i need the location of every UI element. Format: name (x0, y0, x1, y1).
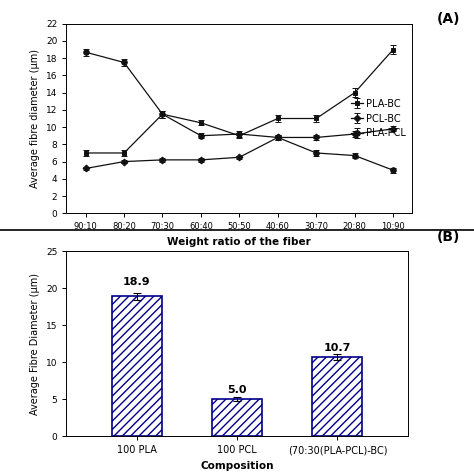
Bar (212, 399, 262, 436)
Text: (B): (B) (437, 230, 460, 244)
X-axis label: Weight ratio of the fiber: Weight ratio of the fiber (167, 237, 311, 247)
X-axis label: Composition: Composition (200, 461, 274, 471)
Text: (A): (A) (436, 12, 460, 26)
Bar (111, 296, 162, 436)
Y-axis label: Average Fibre Diameter (μm): Average Fibre Diameter (μm) (30, 273, 40, 415)
Y-axis label: Average fibre diameter (μm): Average fibre diameter (μm) (30, 49, 40, 188)
Text: 5.0: 5.0 (227, 385, 247, 395)
Bar (312, 357, 363, 436)
Text: 18.9: 18.9 (123, 277, 150, 287)
Text: 10.7: 10.7 (324, 343, 351, 353)
Legend: PLA-BC, PCL-BC, PLA-PCL: PLA-BC, PCL-BC, PLA-PCL (349, 97, 408, 140)
